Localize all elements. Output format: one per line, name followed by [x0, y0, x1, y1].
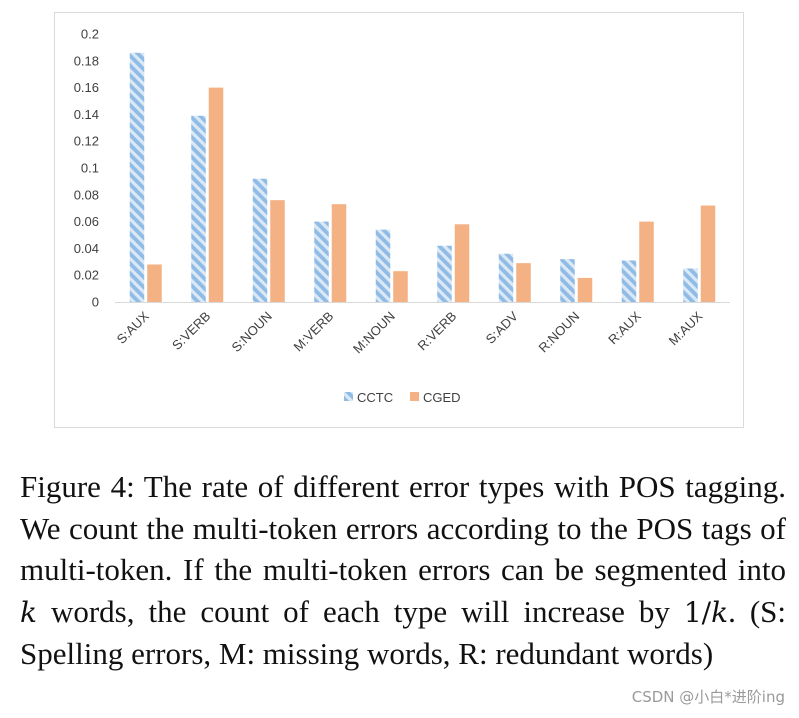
y-tick-label: 0.16	[74, 80, 99, 95]
figure-caption: Figure 4: The rate of different error ty…	[20, 466, 786, 675]
watermark: CSDN @小白*进阶ing	[631, 688, 785, 706]
bar-cged-s-adv	[516, 263, 531, 302]
bar-cged-s-verb	[208, 87, 224, 302]
chart-container: 0 0.02 0.04 0.06 0.08 0.1 0.12 0.14 0.16 0.18 0.2 …	[54, 12, 744, 428]
bar-cctc-r-aux	[621, 260, 637, 302]
bar-cctc-s-adv	[498, 253, 514, 302]
x-tick-label: M:AUX	[666, 308, 706, 348]
bar-cged-s-aux	[147, 264, 162, 302]
y-tick-label: 0.04	[74, 241, 99, 256]
caption-text-1: Figure 4: The rate of different error ty…	[20, 469, 786, 587]
y-tick-label: 0.06	[74, 214, 99, 229]
x-tick-label: R:NOUN	[536, 309, 583, 356]
bar-cged-m-verb	[331, 204, 347, 302]
bar-cged-m-noun	[393, 271, 408, 302]
bar-cctc-s-aux	[129, 52, 145, 303]
legend-label-cctc: CCTC	[357, 390, 393, 405]
bars	[129, 52, 716, 303]
y-tick-label: 0.08	[74, 187, 99, 202]
bar-cged-r-aux	[639, 221, 654, 302]
bar-cged-r-noun	[577, 277, 593, 302]
x-tick-label: S:AUX	[114, 308, 152, 346]
y-tick-label: 0	[92, 295, 99, 310]
y-tick-label: 0.1	[81, 161, 99, 176]
x-tick-label: M:NOUN	[350, 309, 398, 357]
x-tick-label: S:NOUN	[229, 309, 275, 355]
bar-chart: 00.020.040.060.080.10.120.140.160.180.2 …	[74, 27, 730, 405]
bar-cctc-s-noun	[252, 178, 268, 302]
legend-swatch-cged	[410, 392, 419, 401]
caption-math-k2: k	[711, 595, 729, 629]
bar-cctc-r-noun	[560, 259, 575, 302]
caption-math-frac: 1/	[683, 595, 712, 629]
bar-cged-r-verb	[454, 224, 470, 302]
x-tick-label: R:AUX	[605, 308, 644, 347]
caption-text-3: . (S: Spelling errors, M: missing words,…	[20, 593, 786, 672]
legend-label-cged: CGED	[423, 390, 461, 405]
y-tick-label: 0.18	[74, 53, 99, 68]
x-tick-label: R:VERB	[415, 309, 460, 354]
bar-cged-m-aux	[700, 205, 716, 302]
y-tick-label: 0.14	[74, 107, 99, 122]
bar-cged-s-noun	[270, 200, 285, 302]
x-tick-label: S:VERB	[169, 309, 213, 353]
bar-cctc-r-verb	[437, 245, 452, 302]
x-tick-label: S:ADV	[483, 308, 521, 346]
bar-cctc-m-aux	[683, 268, 698, 302]
bar-cctc-s-verb	[191, 115, 206, 303]
legend: CCTC CGED	[344, 390, 461, 405]
y-tick-label: 0.02	[74, 268, 99, 283]
x-axis-ticks: S:AUX S:VERB S:NOUN M:VERB M:NOUN R:VERB S:ADV…	[114, 308, 706, 356]
x-tick-label: M:VERB	[291, 309, 337, 355]
y-axis-ticks: 0 0.02 0.04 0.06 0.08 0.1 0.12 0.14 0.16 0.18 0.2	[74, 27, 99, 310]
legend-swatch-cctc	[344, 392, 353, 401]
y-tick-label: 0.2	[81, 27, 99, 42]
y-tick-label: 0.12	[74, 134, 99, 149]
caption-math-k: k	[20, 595, 37, 629]
bar-cctc-m-verb	[314, 221, 329, 302]
caption-text-2: words, the count of each type will incre…	[36, 593, 684, 629]
bar-cctc-m-noun	[375, 229, 391, 302]
